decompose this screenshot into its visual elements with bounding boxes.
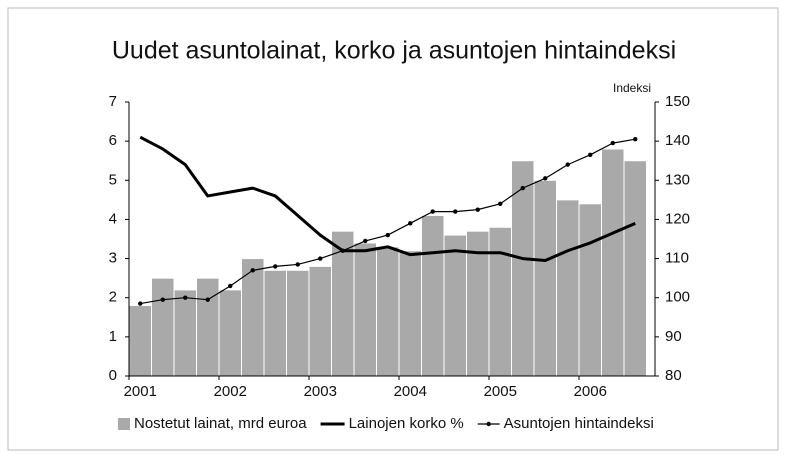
y2-tick-label: 130 xyxy=(665,171,690,188)
bar xyxy=(263,269,287,377)
marker xyxy=(588,152,593,158)
marker xyxy=(340,248,345,253)
y-tick-label: 7 xyxy=(109,93,117,110)
marker xyxy=(453,209,458,214)
marker xyxy=(138,301,143,306)
y2-tick-label: 140 xyxy=(665,132,690,149)
marker xyxy=(430,209,435,214)
marker xyxy=(160,297,165,302)
frame xyxy=(7,7,779,451)
marker xyxy=(228,283,233,289)
x-tick-label: 2001 xyxy=(124,383,157,400)
y2-tick-label: 110 xyxy=(665,250,689,267)
bar xyxy=(376,246,400,377)
marker xyxy=(183,295,188,300)
y-tick-label: 4 xyxy=(109,210,117,227)
y-tick-label: 5 xyxy=(109,171,117,188)
x-tick-label: 2003 xyxy=(304,383,337,400)
bar xyxy=(151,277,175,377)
y2-tick-label: 80 xyxy=(665,367,682,384)
marker xyxy=(633,136,638,142)
marker xyxy=(273,264,278,269)
marker xyxy=(408,221,413,226)
bar xyxy=(578,203,602,377)
x-tick-label: 2006 xyxy=(574,383,607,400)
bar xyxy=(533,179,557,377)
bar xyxy=(488,226,512,377)
legend-label: Asuntojen hintaindeksi xyxy=(504,415,654,432)
line xyxy=(139,135,636,263)
bar xyxy=(601,148,625,377)
y-tick-label: 2 xyxy=(109,289,117,306)
y2-tick-label: 100 xyxy=(665,289,690,306)
marker xyxy=(498,201,503,206)
chart-title: Uudet asuntolainat, korko ja asuntojen h… xyxy=(112,37,676,65)
bar xyxy=(196,277,220,377)
bar xyxy=(286,269,310,377)
y-tick-label: 6 xyxy=(109,132,117,149)
legend-swatch xyxy=(118,418,130,430)
y-tick-label: 1 xyxy=(109,328,117,345)
y-tick-label: 3 xyxy=(109,250,117,267)
y2-tick-label: 120 xyxy=(665,210,690,227)
bar xyxy=(623,160,647,377)
y-tick-label: 0 xyxy=(109,367,117,384)
legend-label: Nostetut lainat, mrd euroa xyxy=(134,415,307,432)
marker xyxy=(363,238,368,244)
bar xyxy=(308,265,332,377)
marker xyxy=(295,262,300,267)
bar xyxy=(128,305,152,377)
x-tick-label: 2005 xyxy=(484,383,517,400)
marker xyxy=(565,162,570,167)
marker xyxy=(318,256,323,261)
marker xyxy=(475,207,480,212)
marker xyxy=(250,268,255,273)
legend-label: Lainojen korko % xyxy=(349,415,464,432)
marker xyxy=(385,232,390,238)
x-tick-label: 2004 xyxy=(394,383,427,400)
x-tick-label: 2002 xyxy=(214,383,247,400)
bar xyxy=(421,215,445,377)
y2-tick-label: 150 xyxy=(665,93,690,110)
y2-axis-label: Indeksi xyxy=(613,81,651,95)
marker xyxy=(610,140,615,146)
bar xyxy=(218,289,242,377)
bar xyxy=(443,234,467,377)
bar xyxy=(556,199,580,377)
marker xyxy=(520,185,525,191)
marker xyxy=(205,297,210,302)
legend-marker xyxy=(486,421,491,427)
bar xyxy=(173,289,197,377)
y2-tick-label: 90 xyxy=(665,328,682,345)
bar xyxy=(398,250,422,377)
bar xyxy=(353,242,377,377)
marker xyxy=(543,176,548,181)
